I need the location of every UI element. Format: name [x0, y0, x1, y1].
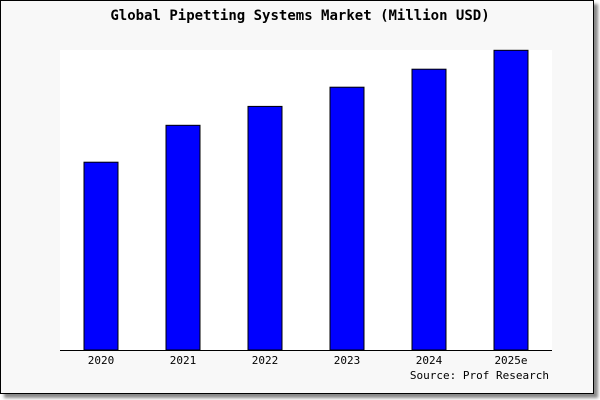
bar-2025e: [493, 49, 529, 351]
x-tick-label: 2025e: [494, 354, 527, 367]
bar-2020: [83, 161, 119, 351]
bar-2023: [329, 86, 365, 351]
plot-area: [60, 50, 552, 350]
bar-2021: [165, 124, 201, 351]
x-tick-label: 2020: [88, 354, 115, 367]
source-note: Source: Prof Research: [410, 369, 549, 382]
x-tick-label: 2023: [334, 354, 361, 367]
x-tick-label: 2021: [170, 354, 197, 367]
bar-2022: [247, 105, 283, 351]
x-tick-label: 2024: [416, 354, 443, 367]
x-tick-label: 2022: [252, 354, 279, 367]
bar-2024: [411, 68, 447, 351]
chart-title: Global Pipetting Systems Market (Million…: [110, 8, 489, 24]
